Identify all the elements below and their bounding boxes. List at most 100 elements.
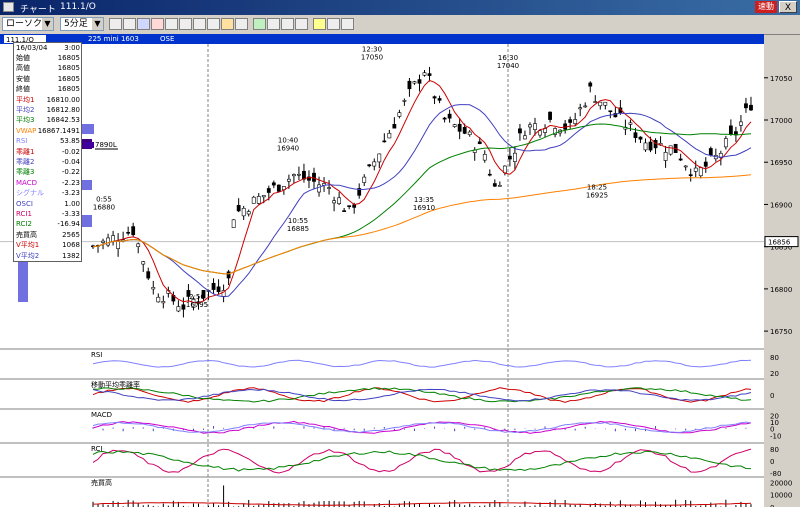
close-button[interactable]: X	[779, 1, 797, 13]
chart-area[interactable]: 17050 17000 16950 16900 16850 16800 16750 16856…	[0, 44, 800, 507]
price-scale	[764, 44, 800, 507]
side-label: 7890L	[95, 141, 117, 149]
candle-body	[201, 290, 206, 299]
grid-icon[interactable]	[235, 18, 248, 30]
chart-app-icon	[3, 2, 14, 12]
panel-tick-label: -80	[770, 470, 781, 478]
bar-chart-icon[interactable]	[123, 18, 136, 30]
indicator-icon[interactable]	[165, 18, 178, 30]
candle-body	[402, 100, 407, 102]
datawindow-label: RSI	[16, 137, 28, 146]
chevron-down-icon: ▼	[42, 18, 53, 30]
zoom-icon[interactable]	[313, 18, 326, 30]
text-tool-icon[interactable]	[281, 18, 294, 30]
candle-body	[251, 196, 256, 204]
chart-canvas[interactable]: 17050 17000 16950 16900 16850 16800 16750 16856…	[0, 44, 800, 507]
candle-body	[447, 113, 452, 119]
candle-body	[583, 105, 588, 108]
candle-body	[467, 131, 472, 135]
datawindow-label: 終値	[16, 85, 30, 94]
annotation-price: 17050	[361, 53, 383, 61]
candle-body	[256, 196, 261, 204]
candle-body	[749, 104, 753, 111]
speed-badge-button[interactable]: 速動	[755, 1, 777, 13]
chevron-down-icon: ▼	[92, 18, 103, 30]
instrument-name: 225 mini 1603	[88, 35, 139, 43]
candle-body	[688, 174, 693, 177]
rci1-line	[92, 448, 752, 474]
panel-tick-label: 20	[770, 370, 779, 378]
datawindow-value: 1068	[62, 241, 80, 250]
datawindow-value: 1.00	[64, 199, 80, 208]
volume-icon[interactable]	[151, 18, 164, 30]
candle-body	[317, 184, 321, 193]
price-tick-label: 16950	[770, 159, 792, 167]
candle-chart-icon[interactable]	[109, 18, 122, 30]
candle-body	[723, 138, 728, 148]
datawindow-row: OSCI 1.00	[16, 200, 80, 208]
candle-body	[417, 79, 422, 84]
candle-body	[553, 128, 557, 135]
candle-body	[181, 304, 186, 310]
candle-body	[191, 299, 196, 308]
datawindow-row: 始値 16805	[16, 54, 80, 62]
candle-body	[372, 161, 377, 167]
panel-tick-label: 20000	[770, 479, 792, 487]
deviation3-line	[92, 387, 752, 403]
candle-body	[668, 145, 673, 155]
macd-line	[92, 420, 752, 434]
candle-body	[387, 132, 392, 139]
panel-tick-label: -10	[770, 432, 781, 440]
export-icon[interactable]	[341, 18, 354, 30]
candle-body	[231, 219, 236, 228]
panel-tick-label: 10	[770, 419, 779, 427]
candle-body	[603, 101, 608, 106]
datawindow-row: RCI2 -16.94	[16, 220, 80, 228]
trend-icon[interactable]	[193, 18, 206, 30]
datawindow-label: RCI2	[16, 220, 32, 229]
datawindow-date: 16/03/04	[16, 44, 48, 52]
erase-icon[interactable]	[295, 18, 308, 30]
current-price-box	[764, 236, 799, 248]
candle-body	[236, 205, 241, 212]
datawindow-row: 売買高 2565	[16, 231, 80, 239]
chart-type-select[interactable]: ローソク ▼	[2, 17, 54, 31]
datawindow-label: RCI1	[16, 210, 32, 218]
rsi-line	[92, 359, 752, 368]
candle-body	[427, 73, 432, 76]
crosshair-icon[interactable]	[207, 18, 220, 30]
candle-body	[156, 296, 161, 303]
panel-tick-label: 0	[770, 504, 774, 507]
datawindow-value: 16805	[57, 85, 80, 94]
settings-icon[interactable]	[221, 18, 234, 30]
candle-body	[643, 142, 648, 151]
annotation-price: 16885	[287, 225, 309, 233]
volume-profile-bar	[82, 180, 92, 190]
candle-body	[327, 187, 331, 189]
interval-select[interactable]: 5分足 ▼	[60, 17, 104, 31]
volume-profile-bar	[84, 142, 94, 148]
candle-body	[573, 119, 578, 124]
annotation-time: 10:40	[278, 137, 298, 145]
datawindow-value: -0.22	[61, 168, 80, 177]
datawindow-label: 高値	[16, 64, 30, 73]
datawindow-row: 乖離1 -0.02	[16, 148, 80, 156]
pencil-icon[interactable]	[253, 18, 266, 30]
exchange-name: OSE	[160, 35, 175, 43]
candle-body	[588, 82, 593, 87]
price-tick-label: 17050	[770, 75, 792, 83]
candle-body	[422, 72, 427, 76]
print-icon[interactable]	[327, 18, 340, 30]
candle-body	[728, 125, 733, 135]
candle-body	[382, 140, 387, 143]
datawindow-label: 平均3	[16, 116, 35, 125]
line-chart-icon[interactable]	[137, 18, 150, 30]
line-draw-icon[interactable]	[267, 18, 280, 30]
datawindow-row: RSI 53.85	[16, 137, 80, 145]
rci2-line	[92, 450, 752, 472]
datawindow-value: 2565	[62, 230, 80, 239]
datawindow-value: -0.04	[61, 158, 80, 166]
zigzag-icon[interactable]	[179, 18, 192, 30]
candle-body	[538, 130, 542, 136]
datawindow-row: VWAP 16867.1491	[16, 127, 80, 135]
